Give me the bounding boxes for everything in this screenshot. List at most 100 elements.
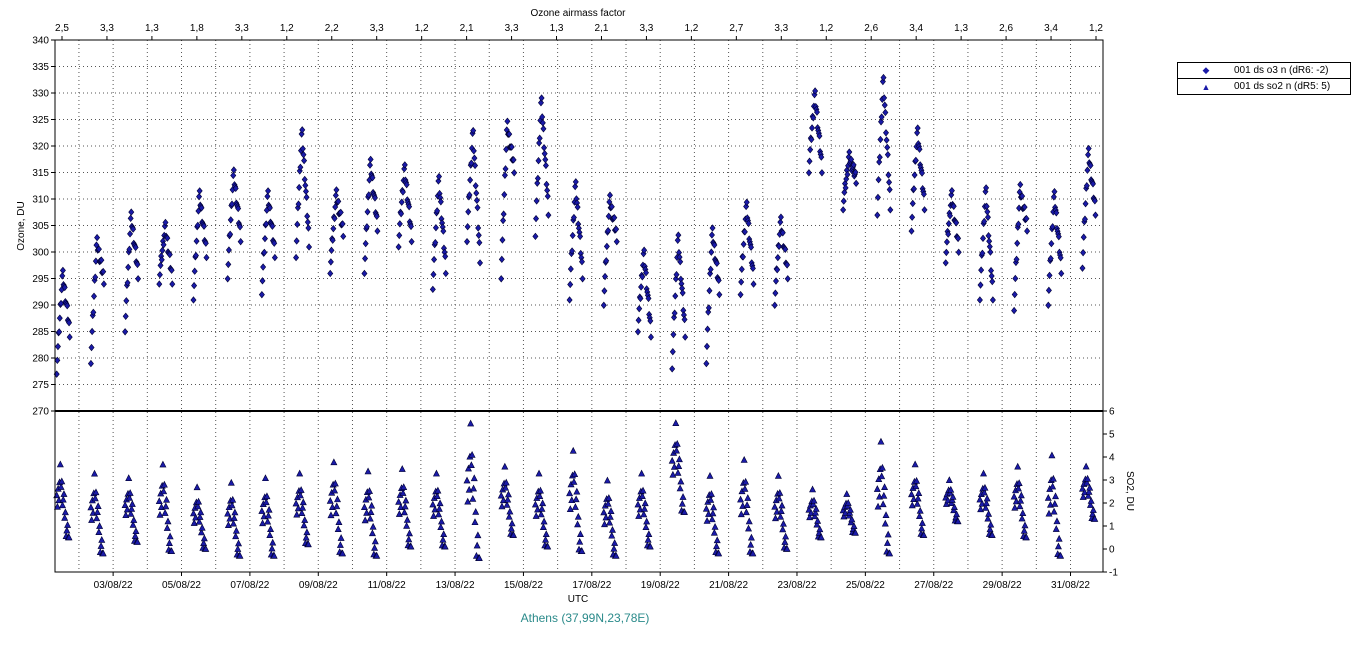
top-tick-label: 2,2 <box>325 23 339 34</box>
so2-point <box>88 516 96 523</box>
so2-point <box>196 513 204 520</box>
ozone-point <box>605 212 612 220</box>
so2-point <box>706 472 714 479</box>
ozone-point <box>945 230 952 238</box>
top-tick-label: 3,3 <box>370 23 384 34</box>
so2-point <box>505 512 513 520</box>
ozone-point <box>671 313 678 322</box>
x-tick-label: 07/08/22 <box>230 580 269 591</box>
so2-point <box>128 500 136 507</box>
x-tick-label: 31/08/22 <box>1051 580 1090 591</box>
ozone-point <box>198 204 205 212</box>
so2-point <box>1014 462 1022 470</box>
so2-point <box>918 519 926 526</box>
so2-point <box>331 479 339 487</box>
ozone-point <box>848 155 855 164</box>
so2-point <box>981 483 989 491</box>
so2-point <box>673 439 681 447</box>
x-tick-label: 03/08/22 <box>94 580 133 591</box>
so2-point <box>435 504 443 512</box>
so2-point <box>846 505 854 513</box>
so2-point <box>1014 484 1022 492</box>
x-tick-label: 25/08/22 <box>846 580 885 591</box>
y-tick-label: 275 <box>32 380 49 391</box>
so2-point <box>1051 500 1059 507</box>
ozone-point <box>468 159 475 167</box>
so2-point <box>195 517 203 525</box>
ozone-point <box>440 227 447 235</box>
ozone-point <box>304 218 311 226</box>
ozone-point <box>572 178 579 186</box>
ozone-point <box>679 289 686 297</box>
so2-point <box>156 510 164 518</box>
so2-point <box>258 507 266 514</box>
so2-point <box>537 510 545 518</box>
ozone-point <box>779 229 786 237</box>
so2-point <box>61 514 69 521</box>
so2-point <box>840 512 848 520</box>
ozone-point <box>707 265 714 274</box>
ozone-point <box>566 296 573 304</box>
so2-point <box>603 476 611 484</box>
top-tick-label: 2,6 <box>999 23 1013 34</box>
ozone-point <box>955 234 962 243</box>
ozone-point <box>260 263 267 271</box>
ozone-point <box>1023 214 1030 223</box>
ozone-point <box>942 259 949 267</box>
so2-point <box>913 500 921 507</box>
so2-point <box>742 508 750 516</box>
ozone-point <box>538 94 545 102</box>
y-tick-label: 290 <box>32 301 49 312</box>
so2-point <box>193 483 201 491</box>
so2-point <box>125 474 133 481</box>
ozone-point <box>943 248 950 257</box>
ozone-point <box>989 296 996 304</box>
so2-point <box>371 537 379 545</box>
so2-point <box>536 492 544 500</box>
so2-point <box>610 544 618 552</box>
ozone-point <box>979 249 986 257</box>
ozone-point <box>261 248 268 257</box>
ozone-point <box>886 178 893 186</box>
so2-point <box>1021 521 1029 529</box>
ozone-point <box>772 289 779 297</box>
ozone-point <box>876 158 883 166</box>
so2-point <box>881 519 889 527</box>
so2-point <box>912 482 920 490</box>
so2-point <box>399 489 407 496</box>
top-tick-label: 3,3 <box>639 23 653 34</box>
so2-point <box>1084 491 1092 499</box>
ozone-point <box>567 280 574 289</box>
ozone-point <box>125 263 132 271</box>
ozone-point <box>157 261 164 270</box>
so2-point <box>532 512 540 519</box>
so2-point <box>771 502 779 510</box>
so2-point <box>506 507 514 515</box>
ozone-point <box>750 280 757 288</box>
so2-point <box>266 531 274 538</box>
ozone-point <box>708 248 715 256</box>
so2-point <box>398 465 406 472</box>
so2-point <box>469 494 477 502</box>
so2-point <box>873 485 881 492</box>
ozone-point <box>398 210 405 218</box>
ozone-point <box>201 222 207 230</box>
so2-point <box>261 474 269 482</box>
ozone-point <box>908 227 915 235</box>
so2-point <box>1017 491 1025 499</box>
ozone-point <box>100 280 107 288</box>
ozone-point <box>643 269 650 277</box>
so2-point <box>945 476 953 484</box>
so2-point <box>642 523 650 530</box>
ozone-point <box>501 191 508 199</box>
so2-point <box>334 525 342 532</box>
ozone-point <box>912 156 919 165</box>
ozone-point <box>636 304 643 313</box>
so2-point <box>771 514 779 522</box>
so2-point <box>60 490 68 497</box>
ozone-point <box>158 256 165 264</box>
ozone-point <box>613 225 620 233</box>
ozone-point <box>976 296 983 304</box>
ozone-point <box>470 126 477 135</box>
ozone-point <box>634 328 641 336</box>
